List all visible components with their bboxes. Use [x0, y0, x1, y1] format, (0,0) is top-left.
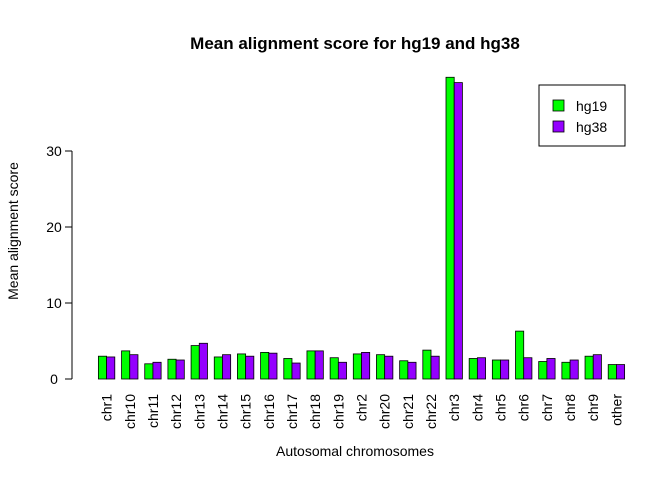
x-tick-label: chr1: [99, 394, 115, 421]
bar-hg38-chr19: [337, 361, 347, 380]
bar-hg19-chr21: [399, 360, 409, 380]
bar-hg19-chr17: [283, 358, 293, 380]
chart-title: Mean alignment score for hg19 and hg38: [190, 34, 520, 53]
bar-hg19-chr10: [121, 350, 131, 380]
x-tick-label: chr7: [539, 394, 555, 421]
bar-hg19-chr15: [237, 353, 247, 380]
bar-hg19-other: [607, 364, 617, 380]
x-tick-label: chr8: [562, 394, 578, 421]
bar-hg38-chr2: [361, 351, 371, 380]
x-tick-label: chr4: [469, 394, 485, 421]
bar-hg19-chr8: [561, 361, 571, 380]
bar-hg38-chr14: [222, 354, 232, 380]
bar-hg19-chr13: [190, 345, 200, 380]
x-tick-label: chr18: [307, 394, 323, 429]
bar-hg38-chr18: [314, 350, 324, 380]
bar-hg19-chr16: [260, 351, 270, 380]
x-tick-label: chr6: [516, 394, 532, 421]
bar-hg38-chr8: [569, 359, 579, 380]
y-tick-label: 0: [50, 371, 58, 387]
bar-hg19-chr7: [538, 361, 548, 380]
x-tick-label: chr10: [122, 394, 138, 429]
bar-hg38-chr20: [384, 355, 394, 380]
bar-hg38-chr6: [523, 357, 533, 380]
x-tick-label: chr15: [238, 394, 254, 429]
bar-hg38-chr12: [175, 359, 185, 380]
y-axis-label: Mean alignment score: [5, 162, 21, 300]
bar-hg38-chr7: [546, 358, 556, 380]
x-tick-label: chr21: [400, 394, 416, 429]
bar-hg19-chr11: [144, 363, 154, 380]
x-tick-label: chr12: [168, 394, 184, 429]
bar-hg19-chr3: [445, 76, 455, 380]
x-tick-label: chr14: [214, 394, 230, 429]
bar-hg19-chr2: [352, 353, 362, 380]
legend-label-hg38: hg38: [576, 119, 607, 135]
x-tick-label: chr17: [284, 394, 300, 429]
bar-hg19-chr20: [376, 354, 386, 380]
x-tick-label: chr9: [585, 394, 601, 421]
bar-hg38-chr15: [245, 355, 255, 380]
bar-hg19-chr5: [491, 359, 501, 380]
bar-hg19-chr6: [515, 330, 525, 380]
bar-hg19-chr18: [306, 350, 316, 380]
y-axis: 0 10 20 30: [46, 143, 73, 387]
bar-hg19-chr12: [167, 358, 177, 380]
x-tick-labels: chr1 chr10 chr11 chr12 chr13 chr14 chr15 chr16 c…: [99, 394, 625, 429]
bar-hg38-chr4: [476, 357, 486, 380]
bar-hg38-chr3: [453, 82, 463, 380]
x-tick-label: chr3: [446, 394, 462, 421]
bar-hg38-chr11: [152, 361, 162, 380]
x-tick-label: chr5: [493, 394, 509, 421]
bars: [97, 76, 626, 380]
x-tick-label: chr13: [191, 394, 207, 429]
x-tick-label: chr2: [354, 394, 370, 421]
bar-hg38-chr9: [592, 354, 602, 380]
legend: hg19 hg38: [538, 84, 626, 147]
bar-hg38-chr22: [430, 355, 440, 380]
bar-hg19-chr19: [329, 357, 339, 380]
bar-hg38-chr21: [407, 361, 417, 380]
legend-box: [538, 84, 626, 147]
x-tick-label: chr20: [377, 394, 393, 429]
x-tick-label: chr19: [330, 394, 346, 429]
legend-label-hg19: hg19: [576, 98, 607, 114]
bar-hg19-chr4: [468, 358, 478, 380]
bar-hg19-chr14: [213, 356, 223, 380]
bar-hg38-other: [616, 364, 626, 380]
y-tick-label: 10: [46, 295, 62, 311]
bar-hg19-chr22: [422, 349, 432, 380]
x-tick-label: other: [608, 394, 624, 426]
bar-hg38-chr17: [291, 362, 301, 380]
bar-hg38-chr10: [129, 354, 139, 380]
bar-hg38-chr1: [106, 356, 116, 380]
bar-hg38-chr5: [500, 359, 510, 380]
x-tick-label: chr16: [261, 394, 277, 429]
bar-hg19-chr1: [97, 355, 107, 380]
x-tick-label: chr22: [423, 394, 439, 429]
y-tick-label: 20: [46, 219, 62, 235]
x-axis-label: Autosomal chromosomes: [276, 443, 434, 459]
legend-swatch-hg38: [552, 120, 565, 133]
y-tick-label: 30: [46, 143, 62, 159]
x-tick-label: chr11: [145, 394, 161, 428]
bar-hg19-chr9: [584, 355, 594, 380]
bar-hg38-chr16: [268, 352, 278, 380]
bar-hg38-chr13: [198, 342, 208, 380]
legend-swatch-hg19: [552, 99, 565, 112]
